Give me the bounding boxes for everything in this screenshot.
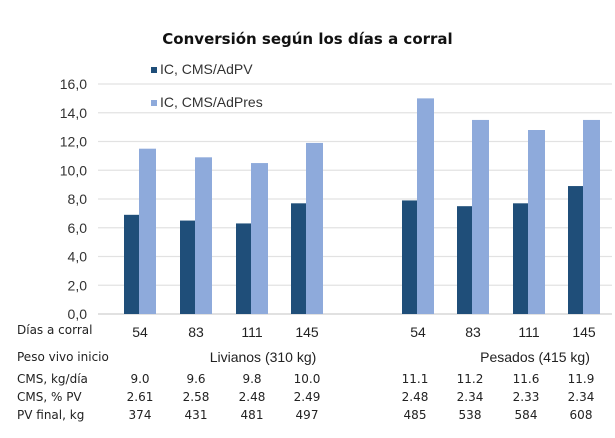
table-cell-cms-day: 11.9 bbox=[567, 372, 595, 386]
table-cell-cms-pv: 2.49 bbox=[293, 390, 321, 404]
table-cell-cms-day: 9.0 bbox=[130, 372, 150, 386]
row-label-weight: Peso vivo inicio bbox=[17, 350, 109, 364]
table-cell-pv-final: 485 bbox=[403, 408, 427, 422]
table-cell-pv-final: 538 bbox=[458, 408, 482, 422]
legend-label: IC, CMS/AdPV bbox=[160, 61, 253, 77]
row-label-pv-final: PV final, kg bbox=[17, 408, 85, 422]
chart-title: Conversión según los días a corral bbox=[162, 30, 453, 48]
y-tick-label: 0,0 bbox=[68, 306, 88, 322]
bar-series1 bbox=[457, 206, 472, 314]
table-cell-cms-day: 9.6 bbox=[186, 372, 206, 386]
bar-series2 bbox=[139, 148, 156, 314]
legend-label: IC, CMS/AdPres bbox=[160, 94, 263, 110]
bar-series2 bbox=[417, 98, 434, 314]
bar-series1 bbox=[402, 200, 417, 314]
table-cell-pv-final: 431 bbox=[184, 408, 208, 422]
y-tick-label: 14,0 bbox=[60, 105, 87, 121]
table-cell-cms-day: 10.0 bbox=[293, 372, 321, 386]
y-tick-label: 2,0 bbox=[68, 277, 88, 293]
group-label-pesados: Pesados (415 kg) bbox=[480, 349, 590, 365]
x-tick-label: 111 bbox=[241, 324, 262, 340]
table-cell-pv-final: 481 bbox=[240, 408, 264, 422]
table-cell-cms-pv: 2.48 bbox=[238, 390, 266, 404]
y-tick-label: 8,0 bbox=[68, 191, 88, 207]
table-cell-cms-pv: 2.33 bbox=[512, 390, 540, 404]
x-tick-label: 83 bbox=[465, 324, 481, 340]
y-tick-label: 4,0 bbox=[68, 249, 88, 265]
bar-series1 bbox=[236, 223, 251, 314]
table-cell-pv-final: 497 bbox=[295, 408, 319, 422]
x-tick-label: 83 bbox=[188, 324, 204, 340]
x-tick-label: 111 bbox=[518, 324, 539, 340]
bar-series2 bbox=[583, 119, 600, 314]
table-cell-cms-pv: 2.34 bbox=[456, 390, 484, 404]
bar-series1 bbox=[513, 203, 528, 314]
bar-series1 bbox=[291, 203, 306, 314]
table-cell-cms-day: 11.6 bbox=[512, 372, 540, 386]
y-tick-label: 16,0 bbox=[60, 76, 87, 92]
bar-series2 bbox=[195, 157, 212, 314]
bar-series1 bbox=[180, 220, 195, 314]
table-cell-cms-day: 9.8 bbox=[242, 372, 262, 386]
x-tick-label: 145 bbox=[295, 324, 319, 340]
legend-swatch bbox=[151, 67, 157, 73]
bar-series1 bbox=[568, 186, 583, 314]
table-cell-cms-pv: 2.34 bbox=[567, 390, 595, 404]
x-tick-label: 145 bbox=[572, 324, 596, 340]
y-tick-label: 12,0 bbox=[60, 134, 87, 150]
y-tick-label: 10,0 bbox=[60, 162, 87, 178]
legend-swatch bbox=[151, 100, 157, 106]
table-cell-cms-pv: 2.61 bbox=[126, 390, 154, 404]
group-label-livianos: Livianos (310 kg) bbox=[209, 349, 317, 365]
table-cell-cms-pv: 2.58 bbox=[182, 390, 210, 404]
x-tick-label: 54 bbox=[410, 324, 426, 340]
bar-series2 bbox=[528, 130, 545, 314]
bar-series2 bbox=[306, 142, 323, 314]
row-label-cms-day: CMS, kg/día bbox=[17, 372, 88, 386]
bar-series1 bbox=[124, 214, 139, 314]
table-cell-cms-day: 11.2 bbox=[456, 372, 484, 386]
row-label-days: Días a corral bbox=[17, 323, 93, 337]
x-tick-label: 54 bbox=[132, 324, 148, 340]
bar-series2 bbox=[472, 119, 489, 314]
table-cell-cms-day: 11.1 bbox=[401, 372, 429, 386]
row-label-cms-pv: CMS, % PV bbox=[17, 390, 82, 404]
table-cell-cms-pv: 2.48 bbox=[401, 390, 429, 404]
table-cell-pv-final: 608 bbox=[569, 408, 593, 422]
table-cell-pv-final: 374 bbox=[128, 408, 152, 422]
bar-series2 bbox=[251, 163, 268, 314]
y-tick-label: 6,0 bbox=[68, 220, 88, 236]
table-cell-pv-final: 584 bbox=[514, 408, 538, 422]
